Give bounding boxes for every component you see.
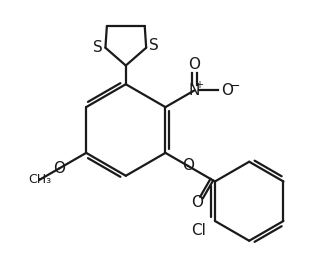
Text: Cl: Cl: [191, 223, 206, 238]
Text: S: S: [93, 40, 102, 55]
Text: N: N: [189, 83, 200, 98]
Text: S: S: [149, 38, 159, 53]
Text: O: O: [191, 195, 203, 210]
Text: +: +: [195, 80, 203, 90]
Text: −: −: [230, 80, 240, 93]
Text: O: O: [222, 83, 234, 98]
Text: CH₃: CH₃: [28, 173, 51, 186]
Text: O: O: [182, 158, 194, 173]
Text: O: O: [188, 57, 200, 72]
Text: O: O: [53, 161, 65, 176]
